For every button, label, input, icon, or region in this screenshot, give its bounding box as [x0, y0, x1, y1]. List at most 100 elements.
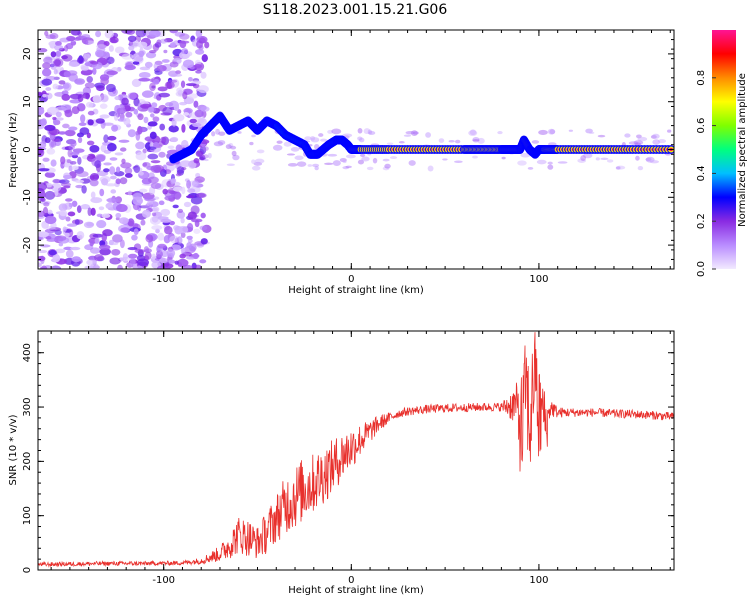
haze-blob — [327, 153, 338, 157]
noise-blob — [69, 93, 82, 100]
haze-blob — [408, 160, 416, 166]
noise-blob — [163, 235, 171, 244]
noise-blob — [53, 58, 64, 68]
noise-blob — [52, 253, 61, 263]
noise-blob — [121, 53, 134, 60]
haze-blob — [307, 164, 313, 167]
noise-blob — [157, 86, 168, 92]
noise-blob — [55, 111, 62, 118]
noise-blob — [186, 222, 194, 232]
noise-blob — [82, 92, 91, 99]
haze-blob — [645, 157, 652, 162]
noise-blob — [193, 158, 200, 164]
haze-blob — [286, 153, 296, 156]
noise-blob — [62, 83, 70, 89]
noise-blob — [150, 182, 162, 189]
noise-blob — [40, 118, 47, 126]
noise-blob — [170, 136, 179, 143]
noise-blob — [132, 61, 140, 65]
noise-blob — [68, 144, 75, 151]
noise-blob — [195, 150, 204, 157]
noise-blob — [156, 250, 163, 258]
noise-blob — [185, 83, 197, 87]
haze-blob — [652, 139, 661, 145]
noise-blob — [180, 80, 186, 88]
noise-blob — [79, 127, 90, 135]
noise-blob — [196, 192, 207, 199]
haze-blob — [254, 158, 265, 164]
noise-blob — [96, 44, 107, 49]
noise-blob — [61, 55, 68, 60]
noise-blob — [172, 186, 184, 192]
noise-blob — [74, 78, 86, 85]
haze-blob — [211, 131, 216, 137]
noise-blob — [151, 212, 157, 217]
haze-blob — [635, 155, 640, 161]
noise-blob — [118, 217, 129, 225]
noise-blob — [86, 132, 91, 139]
haze-blob — [358, 137, 365, 143]
noise-blob — [173, 191, 182, 200]
colorbar-label: Normalized spectral amplitude — [737, 73, 748, 227]
haze-blob — [442, 158, 448, 161]
noise-blob — [195, 48, 205, 55]
noise-blob — [41, 265, 47, 269]
noise-blob — [149, 113, 155, 118]
noise-blob — [60, 182, 72, 187]
haze-blob — [568, 129, 574, 132]
noise-blob — [42, 94, 47, 98]
noise-blob — [152, 206, 160, 212]
haze-blob — [472, 155, 478, 159]
noise-blob — [147, 200, 154, 205]
noise-blob — [168, 79, 178, 83]
haze-blob — [405, 131, 415, 135]
haze-blob — [251, 134, 256, 138]
noise-blob — [68, 165, 73, 172]
spectrogram-y-tick-label: 10 — [22, 95, 33, 108]
haze-blob — [283, 141, 292, 147]
noise-blob — [44, 215, 57, 225]
noise-blob — [68, 61, 80, 67]
noise-blob — [48, 249, 57, 256]
noise-blob — [147, 176, 159, 184]
noise-blob — [64, 109, 73, 118]
noise-blob — [55, 40, 62, 46]
noise-blob — [67, 149, 73, 158]
noise-blob — [90, 61, 99, 65]
noise-blob — [176, 258, 189, 267]
spectrogram-marks — [38, 30, 674, 269]
noise-blob — [121, 30, 133, 34]
noise-blob — [58, 203, 68, 212]
noise-blob — [71, 106, 80, 115]
noise-blob — [158, 151, 166, 158]
noise-blob — [99, 248, 111, 256]
noise-blob — [44, 124, 56, 132]
noise-blob — [168, 259, 176, 264]
noise-blob — [99, 188, 105, 197]
noise-blob — [137, 125, 143, 135]
haze-blob — [226, 163, 235, 167]
noise-blob — [63, 174, 72, 180]
haze-blob — [342, 159, 347, 164]
snr-x-label: Height of straight line (km) — [288, 585, 424, 596]
noise-blob — [169, 30, 178, 34]
noise-blob — [87, 119, 94, 126]
noise-blob — [98, 244, 111, 250]
noise-blob — [89, 145, 100, 153]
noise-blob — [38, 168, 50, 172]
noise-blob — [195, 30, 203, 38]
spectrogram-x-tick-label: 0 — [348, 274, 354, 285]
noise-blob — [45, 236, 52, 240]
snr-ticks: -100 0 100 0 100 200 300 400 — [22, 330, 674, 586]
noise-blob — [111, 248, 121, 256]
noise-blob — [143, 246, 149, 253]
noise-blob — [163, 49, 168, 54]
noise-blob — [110, 189, 117, 194]
noise-blob — [68, 202, 74, 208]
noise-blob — [71, 151, 80, 155]
noise-blob — [71, 256, 82, 263]
noise-blob — [158, 200, 165, 206]
noise-blob — [200, 106, 210, 112]
noise-blob — [179, 40, 187, 49]
noise-blob — [77, 156, 82, 165]
